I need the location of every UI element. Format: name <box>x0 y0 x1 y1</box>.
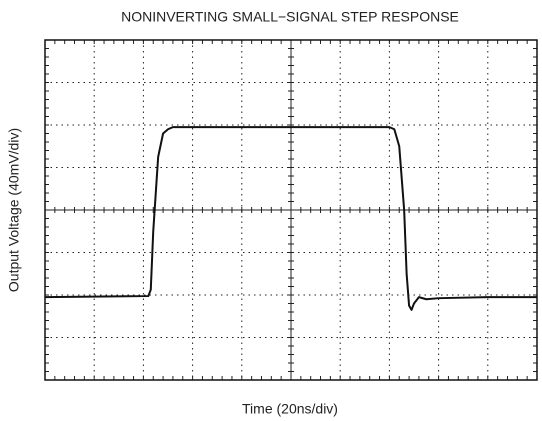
plot-frame <box>44 39 538 381</box>
x-axis-label: Time (20ns/div) <box>242 401 338 417</box>
signal-line <box>44 126 537 311</box>
chart-title: NONINVERTING SMALL−SIGNAL STEP RESPONSE <box>121 9 459 25</box>
y-axis-label: Output Voltage (40mV/div) <box>6 128 22 292</box>
